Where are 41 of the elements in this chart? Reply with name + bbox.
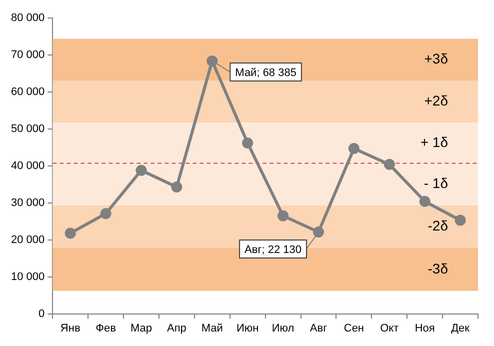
y-tick-label: 10 000: [10, 270, 45, 283]
y-tick-label: 40 000: [10, 160, 45, 172]
y-tick-label: 50 000: [10, 122, 45, 135]
x-tick-label: Мар: [130, 322, 152, 334]
x-tick-label: Дек: [451, 322, 470, 334]
y-tick-label: 70 000: [10, 49, 45, 62]
point: [278, 210, 289, 222]
x-tick-label: Авг: [310, 322, 328, 334]
point: [384, 158, 395, 170]
point: [348, 143, 360, 154]
point: [206, 55, 218, 66]
point: [312, 226, 324, 238]
x-tick-label: Май: [201, 322, 223, 334]
annotation: Авг; 22 130: [244, 244, 302, 256]
y-tick-label: 20 000: [10, 234, 45, 246]
y-tick-label: 60 000: [10, 86, 45, 98]
point: [100, 208, 112, 220]
x-tick-label: Окт: [380, 322, 399, 334]
band-label: -3δ: [428, 260, 448, 276]
band-label: - 1δ: [424, 175, 448, 192]
y-tick-label: 80 000: [10, 12, 45, 24]
point: [136, 164, 147, 176]
point: [454, 214, 466, 226]
y-tick-label: 30 000: [10, 196, 45, 209]
point: [64, 228, 76, 239]
band-label: +2δ: [424, 92, 448, 109]
point: [242, 137, 254, 148]
x-tick-label: Апр: [166, 322, 186, 334]
x-tick-label: Янв: [60, 322, 80, 334]
band-label: -2δ: [428, 218, 448, 234]
band-label: + 1δ: [420, 134, 448, 150]
x-tick-label: Июн: [236, 322, 259, 334]
annotation: Май; 68 385: [235, 66, 296, 79]
x-tick-label: Сен: [344, 322, 364, 334]
x-tick-label: Фев: [96, 322, 116, 334]
x-tick-label: Ноя: [414, 322, 435, 334]
x-tick-label: Июл: [272, 322, 294, 334]
point: [171, 181, 182, 192]
point: [419, 196, 430, 207]
y-tick-label: 0: [38, 308, 45, 320]
band-label: +3δ: [424, 50, 448, 67]
